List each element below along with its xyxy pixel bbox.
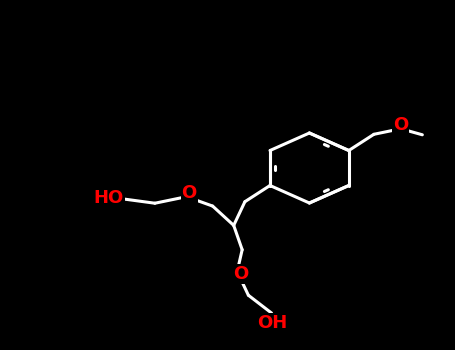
Text: OH: OH (258, 314, 288, 332)
Text: HO: HO (94, 189, 124, 207)
Text: O: O (393, 116, 409, 134)
Text: O: O (182, 184, 197, 202)
Text: O: O (233, 265, 248, 284)
